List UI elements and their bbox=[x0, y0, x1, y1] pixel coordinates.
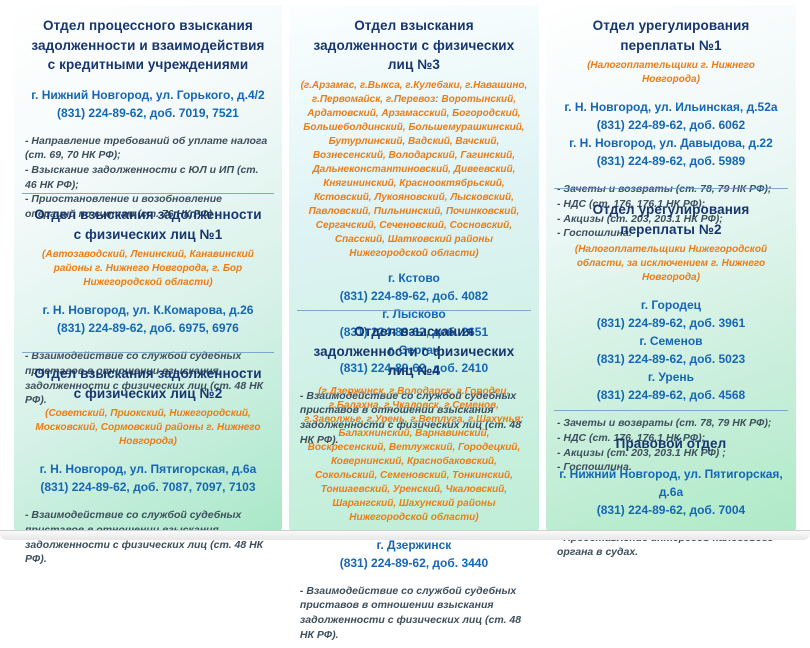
function-item: - Госпошлина. bbox=[556, 227, 632, 240]
contact-line: г. Семенов bbox=[639, 334, 703, 349]
contact-line: г. Урень bbox=[647, 370, 695, 385]
department-functions: - Взаимодействие со службой судебных при… bbox=[300, 584, 528, 643]
department-functions: - Взаимодействие со службой судебных при… bbox=[300, 389, 528, 448]
department-contacts: г. Н. Новгород, ул. К.Комарова, д.26 (831… bbox=[25, 301, 271, 337]
contact-line: (831) 224-89-62, доб. 7087, 7097, 7103 bbox=[40, 480, 256, 495]
department-title: Отдел урегулирования переплаты №1 bbox=[592, 18, 750, 53]
function-item: - Взаимодействие со службой судебных при… bbox=[25, 350, 264, 407]
function-item: - Госпошлина. bbox=[556, 461, 632, 474]
department-card-legal: Правовой отдел г. Нижний Новгород, ул. П… bbox=[546, 411, 796, 566]
function-item: - Акцизы (ст. 203, 203.1 НК РФ) ; bbox=[556, 446, 726, 459]
contact-line: (831) 224-89-62, доб. 3961 bbox=[596, 316, 746, 331]
contact-line: г. Городец bbox=[640, 298, 702, 313]
function-item: - Взаимодействие со службой судебных при… bbox=[299, 584, 522, 641]
department-title: Правовой отдел bbox=[615, 436, 727, 451]
function-item: - Взаимодействие со службой судебных при… bbox=[299, 389, 522, 446]
department-coverage: (Налогоплательщики г. Нижнего Новгорода) bbox=[587, 60, 755, 86]
function-item: - НДС (ст. 176, 176.1 НК РФ); bbox=[556, 431, 706, 444]
department-title: Отдел взыскания задолженности с физическ… bbox=[313, 18, 515, 73]
contact-line: (831) 224-89-62, доб. 7019, 7521 bbox=[57, 105, 239, 120]
function-item: - Взыскание задолженности с ЮЛ и ИП (ст.… bbox=[25, 164, 259, 191]
function-item: - Акцизы (ст. 203, 203.1 НК РФ); bbox=[556, 212, 723, 225]
department-coverage: (Автозаводский, Ленинский, Канавинский р… bbox=[42, 249, 254, 289]
department-title: Отдел взыскания задолженности с физическ… bbox=[34, 207, 262, 242]
department-functions: - Направление требований об уплате налог… bbox=[25, 134, 271, 222]
department-coverage: (Налогоплательщики Нижегородской области… bbox=[574, 244, 768, 284]
department-functions: - Взаимодействие со службой судебных при… bbox=[25, 349, 271, 408]
brochure-spread: Отдел процессного взыскания задолженност… bbox=[14, 5, 796, 641]
department-title: Отдел взыскания задолженности с физическ… bbox=[34, 366, 262, 401]
contact-line: (831) 224-89-62, доб. 4082 bbox=[339, 288, 489, 303]
panel-left: Отдел процессного взыскания задолженност… bbox=[14, 5, 282, 565]
contact-line: г. Нижний Новгород, ул. Пятигорская, д.6… bbox=[559, 466, 783, 499]
department-card-individuals-3: Отдел взыскания задолженности с физическ… bbox=[289, 5, 539, 446]
contact-line: (831) 224-89-62, доб. 5989 bbox=[596, 154, 746, 169]
department-contacts: г. Н. Новгород, ул. Ильинская, д.52а (831… bbox=[557, 98, 785, 170]
contact-line: (831) 224-89-62, доб. 6062 bbox=[596, 118, 746, 133]
contact-line: г. Нижний Новгород, ул. Горького, д.4/2 bbox=[31, 87, 265, 102]
function-item: - НДС (ст. 176, 176.1 НК РФ); bbox=[556, 197, 706, 210]
department-coverage: (г.Дзержинск, г.Володарск, г.Городец, г.… bbox=[304, 385, 524, 523]
contact-line: (831) 224-89-62, доб. 3440 bbox=[339, 555, 489, 570]
department-coverage: (Советский, Приокский, Нижегородский, Мо… bbox=[35, 408, 261, 448]
contact-line: (831) 224-89-62, доб. 5023 bbox=[596, 352, 746, 367]
department-title: Отдел взыскания задолженности с физическ… bbox=[313, 324, 515, 379]
function-item: - Направление требований об уплате налог… bbox=[25, 134, 268, 162]
department-title: Отдел процессного взыскания задолженност… bbox=[31, 18, 265, 73]
window-bottom-edge bbox=[0, 530, 810, 540]
department-card-individuals-1: Отдел взыскания задолженности с физическ… bbox=[14, 194, 282, 406]
department-contacts: г. Кстово (831) 224-89-62, доб. 4082 г. Лы… bbox=[300, 269, 528, 377]
department-title: Отдел урегулирования переплаты №2 bbox=[592, 202, 750, 237]
department-contacts: г. Нижний Новгород, ул. Горького, д.4/2 (… bbox=[25, 86, 271, 122]
contact-line: (831) 224-89-62, доб. 2651 bbox=[339, 324, 489, 339]
contact-line: (831) 224-89-62, доб. 6975, 6976 bbox=[57, 321, 239, 336]
panel-right: Отдел урегулирования переплаты №1 (Налог… bbox=[545, 5, 796, 558]
department-card-individuals-4: Отдел взыскания задолженности с физическ… bbox=[289, 311, 539, 648]
department-functions: - Зачеты и возвраты (ст. 78, 79 НК РФ); -… bbox=[557, 416, 785, 475]
department-contacts: г. Нижний Новгород, ул. Пятигорская, д.6… bbox=[557, 465, 785, 519]
function-item: - Зачеты и возвраты (ст. 78, 79 НК РФ); bbox=[556, 183, 772, 196]
department-card-process-recovery: Отдел процессного взыскания задолженност… bbox=[14, 5, 282, 220]
contact-line: г. Н. Новгород, ул. Давыдова, д.22 bbox=[569, 136, 773, 151]
contact-line: г. Н. Новгород, ул. Пятигорская, д.6а bbox=[39, 462, 257, 477]
department-card-overpayment-1: Отдел урегулирования переплаты №1 (Налог… bbox=[546, 5, 796, 239]
contact-line: (831) 224-89-62, доб. 4568 bbox=[596, 388, 746, 403]
function-item: - Приостановление и возобновление операц… bbox=[25, 193, 222, 221]
department-card-overpayment-2: Отдел урегулирования переплаты №2 (Налог… bbox=[546, 189, 796, 473]
contact-line: г. Кстово bbox=[387, 270, 440, 285]
function-item: - Зачеты и возвраты (ст. 78, 79 НК РФ); bbox=[556, 417, 772, 430]
brochure-page: { "columns": [ { "sections": [ { "title"… bbox=[0, 5, 810, 641]
department-contacts: г. Городец (831) 224-89-62, доб. 3961 г. С… bbox=[557, 296, 785, 404]
contact-line: г. Сергач bbox=[388, 342, 440, 357]
department-functions: - Зачеты и возвраты (ст. 78, 79 НК РФ); -… bbox=[557, 182, 785, 241]
department-coverage: (г.Арзамас, г.Выкса, г.Кулебаки, г.Наваш… bbox=[300, 79, 528, 259]
department-contacts: г. Н. Новгород, ул. Пятигорская, д.6а (83… bbox=[25, 460, 271, 496]
contact-line: (831) 224-89-62, доб. 7004 bbox=[596, 502, 746, 517]
contact-line: (831) 224-89-62, доб. 2410 bbox=[339, 360, 489, 375]
department-contacts: г. Дзержинск (831) 224-89-62, доб. 3440 bbox=[300, 536, 528, 572]
contact-line: г. Н. Новгород, ул. Ильинская, д.52а bbox=[564, 100, 778, 115]
contact-line: г. Н. Новгород, ул. К.Комарова, д.26 bbox=[42, 303, 254, 318]
panel-middle: Отдел взыскания задолженности с физическ… bbox=[288, 5, 539, 641]
